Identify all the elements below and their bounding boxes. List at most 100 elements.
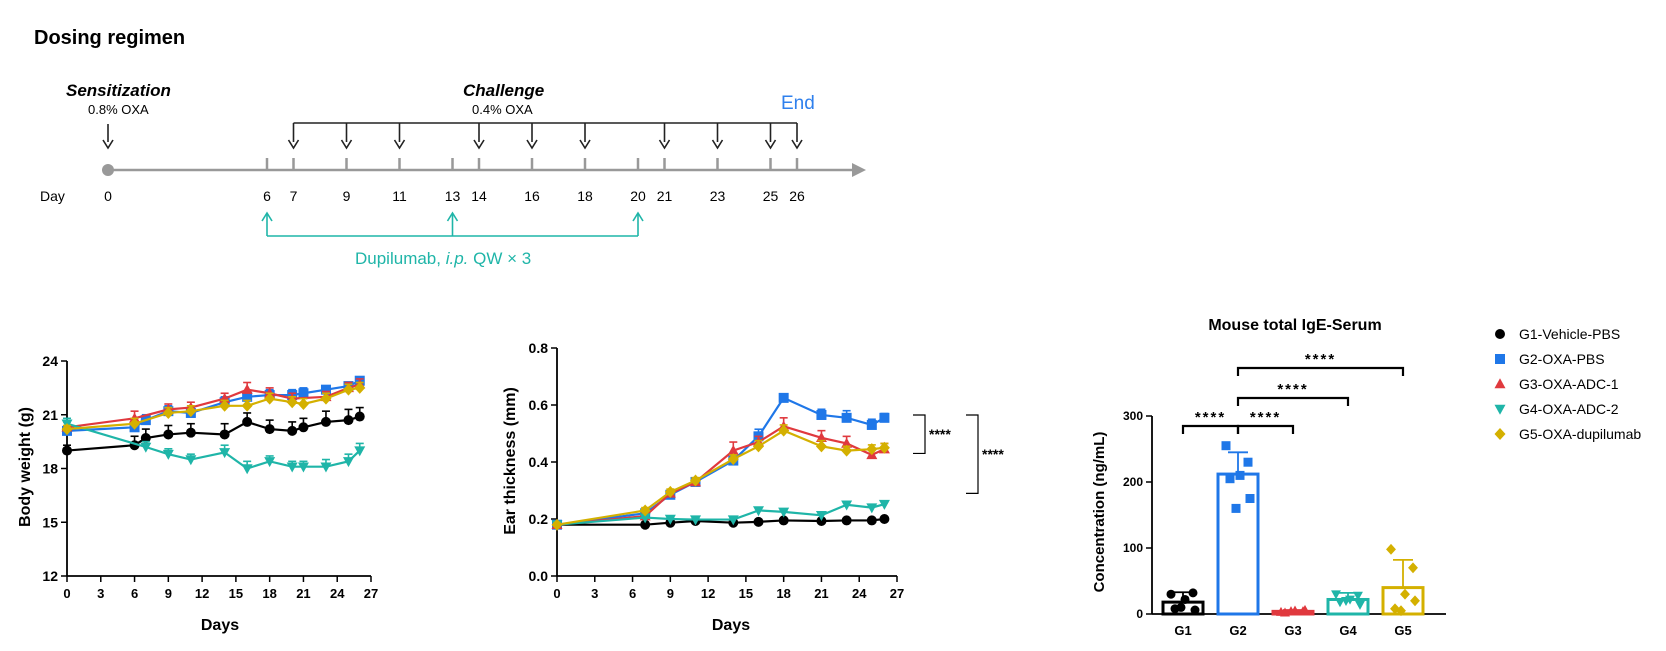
challenge-arrow-head <box>711 139 724 150</box>
timeline-day-label: 25 <box>763 188 779 204</box>
body-weight-point-g5-oxa-dupilumab <box>61 423 73 436</box>
ige-chart-title: Mouse total IgE-Serum <box>1208 317 1381 334</box>
body-weight-point-g1-vehicle-pbs <box>287 425 298 436</box>
ear-thickness-point-g4-oxa-adc-2 <box>727 515 739 526</box>
dosing-timeline: Dosing regimen Sensitization 0.8% OXA Ch… <box>34 27 866 268</box>
body-weight-point-g4-oxa-adc-2 <box>320 462 332 473</box>
body-weight-point-g5-oxa-dupilumab <box>342 383 354 396</box>
ige-point-g3 <box>1286 606 1296 616</box>
body-weight-y-tick-label: 12 <box>42 568 58 584</box>
timeline-title: Dosing regimen <box>34 27 185 49</box>
legend-marker-g3-oxa-adc-1 <box>1494 378 1506 389</box>
ear-sig-bracket-2 <box>966 414 979 494</box>
body-weight-point-g1-vehicle-pbs <box>62 445 72 456</box>
ear-thickness-point-g2-oxa-pbs <box>816 409 827 420</box>
body-weight-x-tick-label: 21 <box>296 586 310 601</box>
ear-thickness-x-tick-label: 24 <box>852 586 867 601</box>
body-weight-point-g1-vehicle-pbs <box>140 433 151 444</box>
ear-thickness-y-tick-label: 0.6 <box>529 397 549 413</box>
ige-point-g2 <box>1243 457 1253 467</box>
body-weight-point-g5-oxa-dupilumab <box>297 398 309 410</box>
legend-label-g3-oxa-adc-1: G3-OXA-ADC-1 <box>1519 376 1619 392</box>
ear-thickness-point-g5-oxa-dupilumab <box>778 424 790 437</box>
body-weight-point-g2-oxa-pbs <box>242 391 253 402</box>
ear-thickness-y-tick-label: 0.0 <box>529 568 549 584</box>
timeline-start-dot <box>102 164 114 176</box>
ear-thickness-point-g2-oxa-pbs <box>879 412 890 423</box>
body-weight-point-g5-oxa-dupilumab <box>129 417 141 430</box>
ear-thickness-point-g1-vehicle-pbs <box>753 516 764 527</box>
challenge-arrow-head <box>658 139 671 150</box>
legend: G1-Vehicle-PBS G2-OXA-PBS G3-OXA-ADC-1 G4-O… <box>1494 326 1641 442</box>
ige-y-tick-label: 0 <box>1136 607 1143 621</box>
body-weight-point-g3-oxa-adc-1 <box>241 383 253 394</box>
sensitization-label: Sensitization <box>66 81 171 100</box>
ear-thickness-point-g1-vehicle-pbs <box>866 515 877 526</box>
challenge-arrow-head <box>287 139 300 150</box>
timeline-day-label: 0 <box>104 188 112 204</box>
ear-thickness-y-tick-label: 0.8 <box>529 340 549 356</box>
body-weight-point-g5-oxa-dupilumab <box>286 396 298 409</box>
ige-point-g4 <box>1335 598 1345 608</box>
challenge-label: Challenge <box>463 81 544 100</box>
ige-point-g5 <box>1410 595 1420 607</box>
ige-point-g4 <box>1331 590 1341 600</box>
body-weight-point-g5-oxa-dupilumab <box>162 406 174 419</box>
legend-label-g1-vehicle-pbs: G1-Vehicle-PBS <box>1519 326 1620 342</box>
ear-thickness-point-g2-oxa-pbs <box>841 412 852 423</box>
end-label: End <box>781 93 815 114</box>
ear-thickness-x-tick-label: 18 <box>776 586 790 601</box>
ear-thickness-point-g5-oxa-dupilumab <box>841 444 853 457</box>
body-weight-point-g4-oxa-adc-2 <box>219 448 231 459</box>
legend-label-g4-oxa-adc-2: G4-OXA-ADC-2 <box>1519 401 1619 417</box>
legend-marker-g4-oxa-adc-2 <box>1494 404 1506 415</box>
ear-thickness-chart: Ear thickness (mm) Days 0 3 6 9 12 15 18 21 24 27… <box>502 340 1004 634</box>
ige-sig-bracket <box>1236 424 1295 434</box>
ige-point-g2 <box>1231 503 1241 513</box>
body-weight-x-tick-label: 3 <box>97 586 104 601</box>
body-weight-point-g1-vehicle-pbs <box>354 411 365 422</box>
ige-y-label: Concentration (ng/mL) <box>1091 432 1108 593</box>
ear-thickness-point-g5-oxa-dupilumab <box>551 518 563 531</box>
timeline-day-label: 18 <box>577 188 593 204</box>
ige-point-g5 <box>1400 588 1410 600</box>
ear-thickness-point-g1-vehicle-pbs <box>841 515 852 526</box>
ige-sig-bracket <box>1236 366 1405 376</box>
ear-thickness-point-g1-vehicle-pbs <box>640 519 651 530</box>
ige-sig-label: **** <box>1250 409 1281 426</box>
body-weight-point-g5-oxa-dupilumab <box>264 392 276 405</box>
ige-point-g2 <box>1225 474 1235 484</box>
ear-thickness-point-g4-oxa-adc-2 <box>841 500 853 511</box>
ear-thickness-point-g3-oxa-adc-1 <box>841 437 853 448</box>
ige-sig-bracket <box>1236 396 1350 406</box>
ige-sig-label: **** <box>1305 351 1336 368</box>
ear-thickness-point-g4-oxa-adc-2 <box>752 506 764 517</box>
sensitization-arrow-head <box>102 139 114 150</box>
body-weight-x-tick-label: 27 <box>364 586 378 601</box>
ear-thickness-x-tick-label: 0 <box>553 586 560 601</box>
ear-thickness-y-tick-label: 0.2 <box>529 511 549 527</box>
ear-thickness-x-tick-label: 9 <box>667 586 674 601</box>
body-weight-point-g1-vehicle-pbs <box>298 422 309 433</box>
day-label: Day <box>40 188 65 204</box>
ear-thickness-point-g2-oxa-pbs <box>778 392 789 403</box>
body-weight-point-g5-oxa-dupilumab <box>354 381 366 394</box>
ear-thickness-x-tick-label: 12 <box>701 586 715 601</box>
legend-marker-g1-vehicle-pbs <box>1495 329 1505 339</box>
ige-point-g5 <box>1386 543 1396 555</box>
body-weight-y-tick-label: 15 <box>42 514 58 530</box>
body-weight-point-g1-vehicle-pbs <box>320 416 331 427</box>
ear-thickness-point-g2-oxa-pbs <box>866 419 877 430</box>
ige-y-tick-label: 100 <box>1123 541 1143 555</box>
ear-sig-label-2: **** <box>982 446 1004 462</box>
ear-thickness-point-g4-oxa-adc-2 <box>664 514 676 525</box>
body-weight-point-g4-oxa-adc-2 <box>286 462 298 473</box>
legend-label-g2-oxa-pbs: G2-OXA-PBS <box>1519 351 1605 367</box>
body-weight-x-tick-label: 9 <box>165 586 172 601</box>
timeline-day-label: 9 <box>343 188 351 204</box>
body-weight-point-g4-oxa-adc-2 <box>185 455 197 466</box>
dupilumab-arrow-head <box>632 211 644 222</box>
ear-thickness-x-tick-label: 6 <box>629 586 636 601</box>
challenge-arrow-head <box>764 139 777 150</box>
ear-thickness-point-g5-oxa-dupilumab <box>664 485 676 498</box>
